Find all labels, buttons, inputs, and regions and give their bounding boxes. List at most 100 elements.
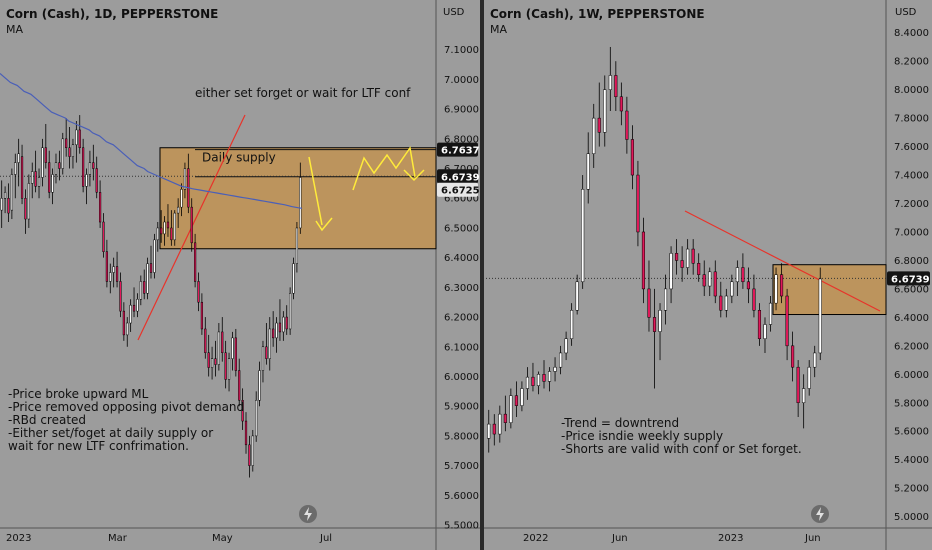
candle	[603, 75, 607, 147]
time-axis: 2022 Jun 2023 Jun	[523, 533, 821, 544]
price-tick-label: 7.0000	[894, 227, 929, 238]
bearish-candle-body	[7, 197, 10, 214]
candle	[234, 328, 237, 377]
time-axis: 2023 Mar May Jul	[6, 533, 332, 544]
candle	[238, 358, 241, 407]
bullish-candle-body	[730, 281, 734, 297]
note-line: -Shorts are valid with conf or Set forge…	[561, 442, 802, 456]
bearish-candle-body	[757, 310, 762, 339]
bullish-candle-body	[126, 322, 129, 336]
bearish-candle-body	[197, 281, 200, 303]
lightning-icon[interactable]	[811, 505, 829, 523]
bullish-candle-body	[536, 374, 541, 386]
bearish-candle-body	[542, 374, 546, 382]
candle	[119, 272, 122, 318]
candle	[774, 267, 778, 311]
candle	[763, 317, 767, 353]
candle	[625, 96, 629, 154]
candle	[136, 293, 139, 318]
downward-trendline[interactable]	[684, 210, 881, 312]
candle	[194, 233, 197, 288]
price-tick-label: 7.1000	[444, 45, 479, 56]
candle	[299, 162, 302, 234]
candle	[680, 246, 684, 282]
bearish-candle-body	[741, 267, 745, 283]
bullish-candle-body	[51, 174, 54, 193]
candle	[115, 251, 119, 288]
bearish-candle-body	[207, 352, 210, 368]
candle	[204, 317, 207, 359]
bullish-candle-body	[146, 263, 149, 294]
candle	[586, 132, 590, 204]
candle	[780, 263, 784, 304]
bullish-candle-body	[61, 138, 64, 169]
bearish-candle-body	[119, 281, 122, 312]
bullish-candle-body	[85, 174, 88, 187]
bearish-candle-body	[514, 395, 518, 406]
left-price-axis[interactable]	[436, 0, 480, 550]
candle	[592, 103, 596, 168]
bullish-candle-body	[581, 189, 585, 283]
bearish-candle-body	[492, 423, 496, 435]
lightning-icon[interactable]	[299, 505, 317, 523]
price-tick-label: 6.6000	[894, 284, 929, 295]
price-labels: 6.6739	[887, 271, 930, 286]
price-tick-label: 5.7000	[444, 461, 479, 472]
candle	[0, 180, 3, 228]
bullish-candle-body	[686, 248, 690, 268]
bearish-candle-body	[244, 420, 248, 446]
candle	[768, 296, 773, 332]
candle	[272, 311, 275, 347]
weekly-chart-panel[interactable]: -Trend = downtrend -Price isndie weekly …	[486, 7, 930, 544]
bearish-candle-body	[713, 271, 717, 297]
bullish-candle-body	[54, 162, 58, 175]
candle	[221, 317, 224, 362]
candle	[636, 160, 640, 247]
bearish-candle-body	[214, 358, 217, 365]
bullish-candle-body	[37, 177, 41, 187]
panel-divider[interactable]	[480, 0, 484, 550]
bearish-candle-body	[166, 221, 170, 229]
bullish-candle-body	[813, 352, 817, 368]
bearish-candle-body	[791, 345, 795, 368]
candle	[752, 274, 756, 318]
candle	[492, 414, 496, 446]
weekly-notes: -Trend = downtrend -Price isndie weekly …	[561, 416, 802, 456]
bullish-candle-body	[658, 310, 662, 332]
bullish-candle-body	[498, 413, 502, 435]
top-annotation: either set forget or wait for LTF conf	[195, 86, 411, 100]
bearish-candle-body	[20, 156, 24, 199]
candle	[109, 263, 112, 294]
candle	[44, 123, 47, 169]
candle	[503, 395, 507, 432]
candle	[102, 213, 105, 258]
bearish-candle-body	[785, 295, 789, 347]
candle	[757, 303, 762, 346]
candle	[520, 381, 524, 412]
bearish-candle-body	[200, 301, 203, 330]
bearish-candle-body	[224, 352, 227, 380]
bullish-candle-body	[608, 75, 612, 90]
candle	[82, 138, 85, 193]
candle	[3, 186, 7, 214]
candle	[210, 346, 214, 380]
candle	[143, 269, 146, 300]
bullish-candle-body	[75, 129, 78, 146]
daily-chart-panel[interactable]: Daily supply either set forget or wait f…	[0, 7, 480, 544]
bearish-candle-body	[241, 400, 244, 422]
candle	[619, 82, 623, 126]
candle	[7, 183, 10, 223]
daily-supply-label: Daily supply	[202, 151, 276, 165]
candle	[78, 115, 81, 154]
candle	[536, 371, 541, 395]
price-ticks: 7.10007.00006.90006.80006.70006.60006.50…	[444, 45, 479, 531]
time-label: Jun	[611, 533, 628, 544]
candle	[796, 360, 800, 417]
price-tick-label: 6.0000	[444, 372, 479, 383]
candle	[791, 331, 795, 382]
time-label: May	[212, 533, 233, 544]
candle	[17, 138, 20, 187]
price-label-box	[437, 142, 478, 157]
candle	[34, 150, 37, 193]
